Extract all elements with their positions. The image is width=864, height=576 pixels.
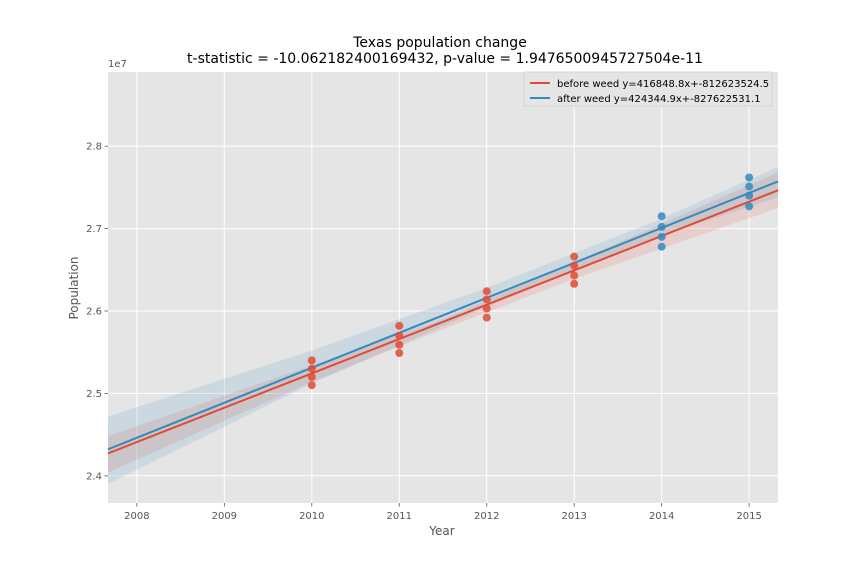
y-axis-label: Population bbox=[67, 256, 81, 319]
data-point-0 bbox=[395, 349, 404, 358]
legend-box bbox=[523, 71, 773, 107]
data-points bbox=[307, 173, 754, 390]
data-point-0 bbox=[482, 295, 491, 304]
x-tick-label: 2015 bbox=[736, 511, 761, 522]
data-point-1 bbox=[657, 222, 666, 231]
fit-line-0 bbox=[107, 189, 779, 455]
fit-lines bbox=[107, 180, 779, 455]
x-tick-label: 2014 bbox=[649, 511, 674, 522]
data-point-1 bbox=[657, 232, 666, 241]
data-point-0 bbox=[482, 287, 491, 296]
y-tick-label: 2.4 bbox=[86, 471, 102, 482]
x-tick-label: 2008 bbox=[124, 511, 149, 522]
data-point-1 bbox=[745, 191, 754, 200]
data-point-0 bbox=[395, 340, 404, 349]
y-tick-label: 2.7 bbox=[86, 224, 102, 235]
chart-title: Texas population change bbox=[352, 35, 527, 51]
x-tick-label: 2009 bbox=[212, 511, 237, 522]
y-tick-label: 2.8 bbox=[86, 142, 102, 153]
x-tick-label: 2013 bbox=[561, 511, 586, 522]
plot-area bbox=[108, 72, 778, 503]
data-point-1 bbox=[745, 182, 754, 191]
y-offset-label: 1e7 bbox=[108, 59, 127, 70]
data-point-0 bbox=[570, 271, 579, 280]
data-point-1 bbox=[657, 212, 666, 221]
x-tick-label: 2011 bbox=[387, 511, 412, 522]
x-tick-label: 2010 bbox=[299, 511, 324, 522]
data-point-1 bbox=[745, 202, 754, 211]
chart-subtitle: t-statistic = -10.062182400169432, p-val… bbox=[187, 51, 703, 67]
x-axis-ticks: 2008 2009 2010 2011 2012 2013 2014 2015 bbox=[124, 503, 762, 522]
data-point-1 bbox=[657, 242, 666, 251]
data-point-0 bbox=[307, 364, 316, 373]
data-point-0 bbox=[395, 331, 404, 340]
data-point-0 bbox=[482, 304, 491, 313]
legend-label-after: after weed y=424344.9x+-827622531.1 bbox=[557, 94, 761, 105]
legend: before weed y=416848.8x+-812623524.5 aft… bbox=[523, 71, 773, 107]
confidence-band-1 bbox=[108, 166, 778, 485]
fit-line-1 bbox=[107, 180, 779, 451]
y-tick-label: 2.6 bbox=[86, 306, 102, 317]
data-point-0 bbox=[570, 279, 579, 288]
data-point-0 bbox=[307, 381, 316, 390]
x-axis-label: Year bbox=[428, 524, 454, 538]
x-tick-label: 2012 bbox=[474, 511, 499, 522]
y-axis-ticks: 2.4 2.5 2.6 2.7 2.8 bbox=[86, 142, 108, 482]
data-point-0 bbox=[395, 321, 404, 330]
data-point-0 bbox=[307, 372, 316, 381]
data-point-0 bbox=[482, 313, 491, 322]
legend-label-before: before weed y=416848.8x+-812623524.5 bbox=[557, 79, 769, 90]
data-point-1 bbox=[745, 173, 754, 182]
y-tick-label: 2.5 bbox=[86, 389, 102, 400]
data-point-0 bbox=[307, 356, 316, 365]
data-point-0 bbox=[570, 252, 579, 261]
data-point-0 bbox=[570, 261, 579, 270]
